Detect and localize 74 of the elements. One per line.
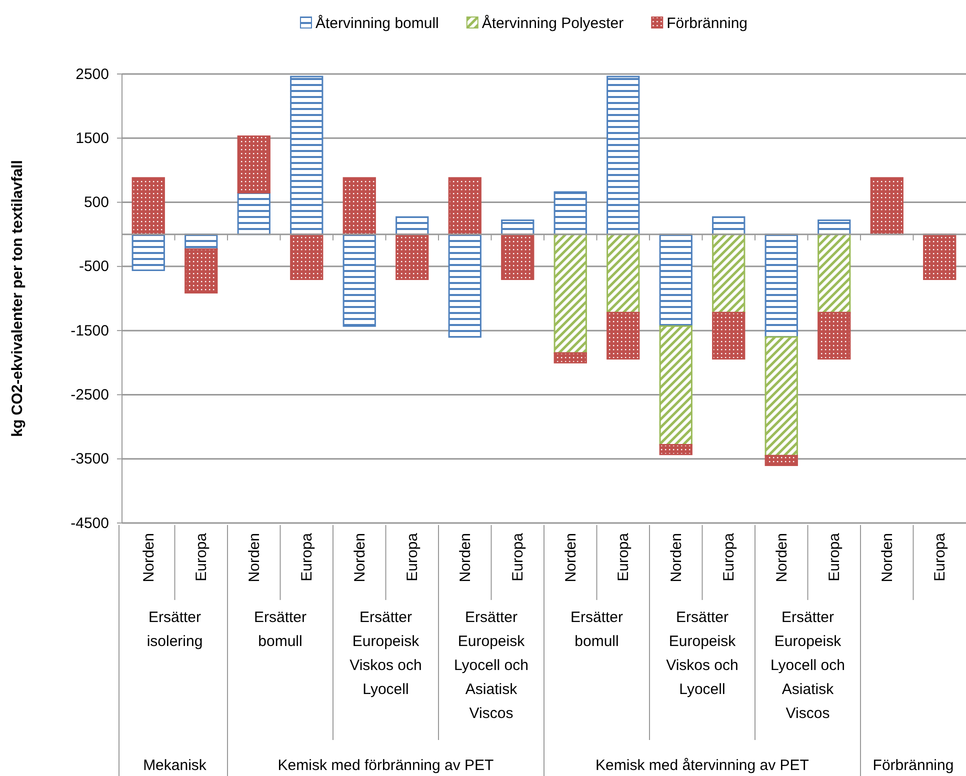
x-tick-label: Europa <box>298 532 316 582</box>
bar <box>764 234 798 338</box>
bar <box>132 234 165 272</box>
bar <box>237 135 270 194</box>
x-tick-label: Europa <box>826 532 844 582</box>
y-tick-label: 2500 <box>76 66 109 83</box>
bar <box>712 234 746 314</box>
bar <box>554 352 587 364</box>
bar <box>396 234 429 280</box>
text: Ersätter Europeisk Lyocell och Asiatisk Viscos <box>770 609 845 722</box>
bar <box>184 248 218 294</box>
bar <box>712 312 746 360</box>
bar <box>290 234 324 280</box>
bar <box>818 312 851 360</box>
y-axis-title: kg CO2-ekvivalenter per ton textilavfall <box>9 160 26 437</box>
x-tick-label: Europa <box>404 532 422 582</box>
bar <box>818 234 851 314</box>
text: Ersätter Europeisk Lyocell och Asiatisk Viscos <box>454 609 528 722</box>
bar <box>606 312 640 360</box>
x-tick-label: Europa <box>510 532 527 582</box>
y-tick-label: 500 <box>84 194 109 212</box>
bar <box>554 234 587 354</box>
text: Ersätter Europeisk Viskos och Lyocell <box>350 609 422 698</box>
x-tick-label: Norden <box>878 533 896 582</box>
bar <box>606 234 640 314</box>
bar <box>606 76 640 236</box>
text: Mekanisk <box>143 757 206 774</box>
legend-label: Förbränning <box>666 15 748 32</box>
text: Kemisk med förbränning av PET <box>278 757 494 774</box>
y-tick-label: -500 <box>78 258 109 276</box>
x-tick-label: Norden <box>562 533 580 582</box>
text: Ersätter bomull <box>254 609 307 650</box>
x-tick-label: Norden <box>668 533 685 582</box>
bar <box>923 234 956 280</box>
y-tick-label: -4500 <box>70 514 109 532</box>
x-tick-label: Europa <box>193 532 210 582</box>
legend-label: Återvinning bomull <box>315 14 439 32</box>
bar <box>659 325 692 446</box>
x-tick-label: Norden <box>456 533 474 582</box>
x-tick-label: Norden <box>351 533 368 582</box>
bar <box>554 191 587 236</box>
bar <box>132 177 165 236</box>
x-tick-label: Europa <box>720 532 738 582</box>
x-tick-label: Europa <box>615 532 632 582</box>
x-tick-label: Norden <box>246 533 263 582</box>
legend-label: Återvinning Polyester <box>482 14 624 32</box>
text: Ersätter Europeisk Viskos och Lyocell <box>666 609 738 698</box>
bar <box>712 216 746 236</box>
text: Ersätter bomull <box>570 609 624 650</box>
y-tick-label: -1500 <box>70 322 109 340</box>
bar <box>290 76 324 236</box>
y-tick-label: -2500 <box>70 386 109 404</box>
bar <box>764 454 798 466</box>
bar <box>659 444 692 456</box>
bar <box>818 219 851 236</box>
text: Förbränning <box>872 757 954 774</box>
bar <box>448 177 482 236</box>
bar <box>764 336 798 456</box>
text: Ersätter isolering <box>146 609 203 650</box>
bar <box>342 234 376 327</box>
bar <box>342 177 376 236</box>
x-tick-label: Europa <box>932 532 949 582</box>
text: Kemisk med återvinning av PET <box>596 757 809 774</box>
bar <box>501 234 534 280</box>
x-tick-label: Norden <box>140 533 158 582</box>
bar <box>448 234 482 338</box>
bar <box>237 192 270 236</box>
y-tick-label: 1500 <box>76 130 109 147</box>
x-tick-label: Norden <box>773 533 790 582</box>
bar <box>501 219 534 236</box>
bar <box>870 177 904 236</box>
bar <box>396 216 429 236</box>
bar <box>659 234 692 327</box>
y-tick-label: -3500 <box>70 450 109 468</box>
